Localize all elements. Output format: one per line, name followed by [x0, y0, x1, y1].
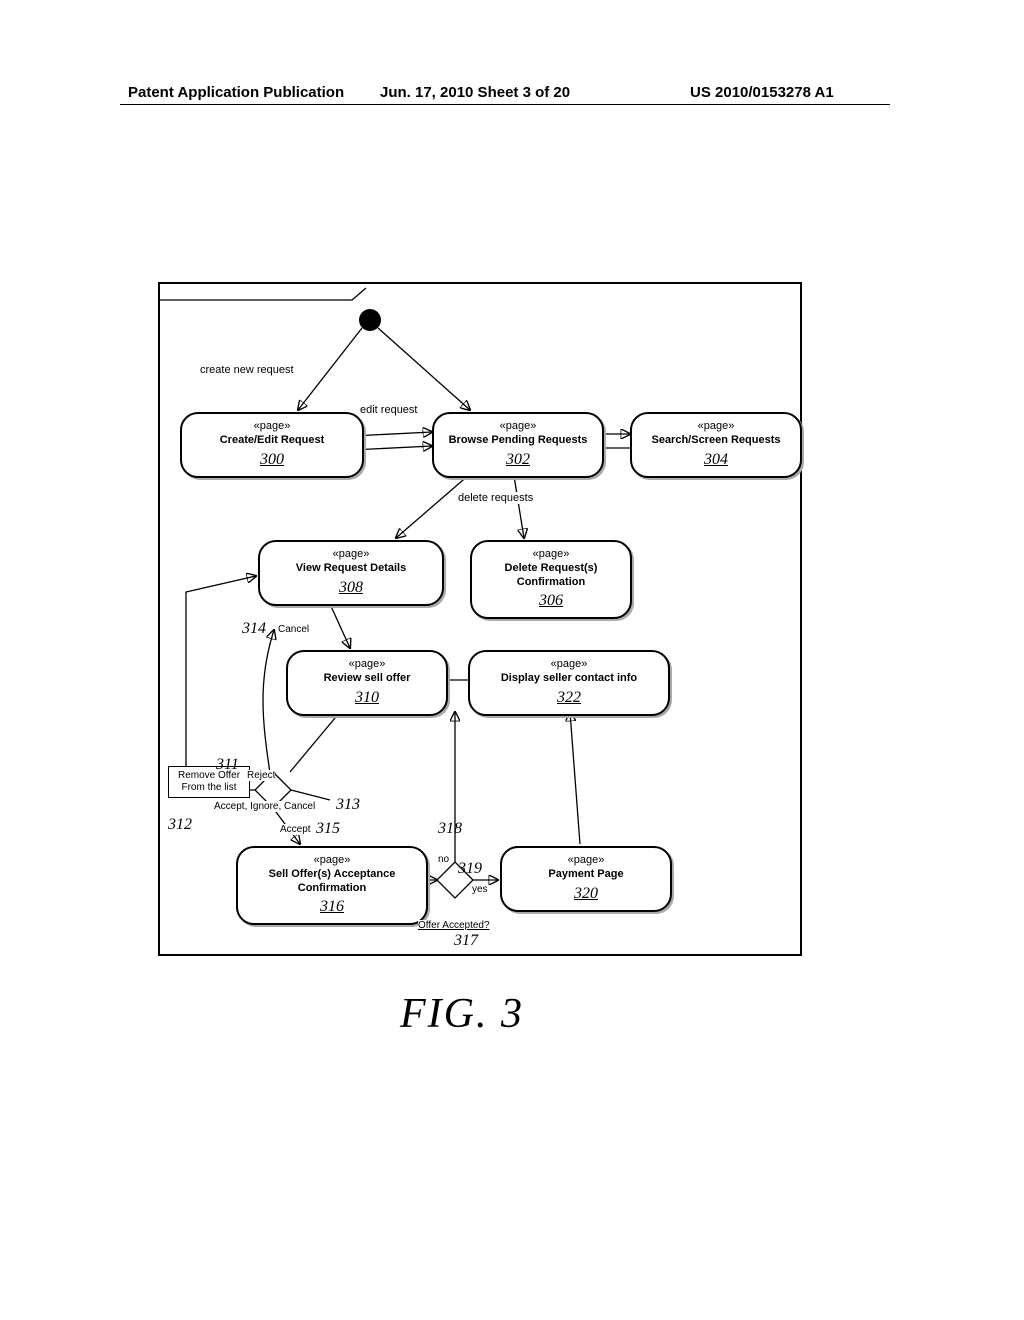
node-ref: 302 — [438, 450, 598, 470]
page: Patent Application Publication Jun. 17, … — [0, 0, 1024, 1320]
node-delete-confirm: «page» Delete Request(s) Confirmation 30… — [470, 540, 632, 619]
node-stereo: «page» — [264, 548, 438, 562]
node-stereo: «page» — [636, 420, 796, 434]
node-stereo: «page» — [242, 854, 422, 868]
ref-312: 312 — [168, 816, 192, 834]
node-create-edit-request: «page» Create/Edit Request 300 — [180, 412, 364, 478]
label-offer-accepted: Offer Accepted? — [418, 920, 490, 931]
label-cancel: Cancel — [278, 624, 309, 635]
node-ref: 310 — [292, 688, 442, 708]
node-ref: 320 — [506, 884, 666, 904]
node-ref: 300 — [186, 450, 358, 470]
start-node-icon — [359, 309, 381, 331]
node-title: Sell Offer(s) Acceptance Confirmation — [242, 868, 422, 896]
node-title: Display seller contact info — [474, 672, 664, 686]
node-stereo: «page» — [186, 420, 358, 434]
label-no: no — [438, 854, 449, 865]
label-create-new-request: create new request — [200, 364, 294, 376]
node-ref: 304 — [636, 450, 796, 470]
ref-311: 311 — [216, 756, 239, 774]
label-delete-requests: delete requests — [458, 492, 533, 504]
node-display-seller-contact: «page» Display seller contact info 322 — [468, 650, 670, 716]
node-stereo: «page» — [474, 658, 664, 672]
label-accept: Accept — [280, 824, 311, 835]
node-review-sell-offer: «page» Review sell offer 310 — [286, 650, 448, 716]
node-acceptance-confirm: «page» Sell Offer(s) Acceptance Confirma… — [236, 846, 428, 925]
node-view-request-details: «page» View Request Details 308 — [258, 540, 444, 606]
node-title: Payment Page — [506, 868, 666, 882]
node-stereo: «page» — [476, 548, 626, 562]
node-ref: 322 — [474, 688, 664, 708]
node-ref: 306 — [476, 591, 626, 611]
label-accept-ignore-cancel: Accept, Ignore, Cancel — [214, 801, 315, 812]
label-edit-request: edit request — [360, 404, 417, 416]
node-ref: 316 — [242, 897, 422, 917]
node-stereo: «page» — [506, 854, 666, 868]
node-browse-pending: «page» Browse Pending Requests 302 — [432, 412, 604, 478]
label-reject: Reject — [247, 770, 275, 781]
node-stereo: «page» — [438, 420, 598, 434]
node-title: Create/Edit Request — [186, 434, 358, 448]
node-payment-page: «page» Payment Page 320 — [500, 846, 672, 912]
ref-314: 314 — [242, 620, 266, 638]
node-title: Review sell offer — [292, 672, 442, 686]
label-yes: yes — [472, 884, 488, 895]
node-title: View Request Details — [264, 562, 438, 576]
ref-315: 315 — [316, 820, 340, 838]
node-title: Browse Pending Requests — [438, 434, 598, 448]
ref-317: 317 — [454, 932, 478, 950]
node-title: Search/Screen Requests — [636, 434, 796, 448]
node-stereo: «page» — [292, 658, 442, 672]
node-title: Delete Request(s) Confirmation — [476, 562, 626, 590]
node-ref: 308 — [264, 578, 438, 598]
node-search-screen: «page» Search/Screen Requests 304 — [630, 412, 802, 478]
ref-313: 313 — [336, 796, 360, 814]
ref-318: 318 — [438, 820, 462, 838]
figure-label: FIG. 3 — [400, 990, 524, 1038]
ref-319: 319 — [458, 860, 482, 878]
